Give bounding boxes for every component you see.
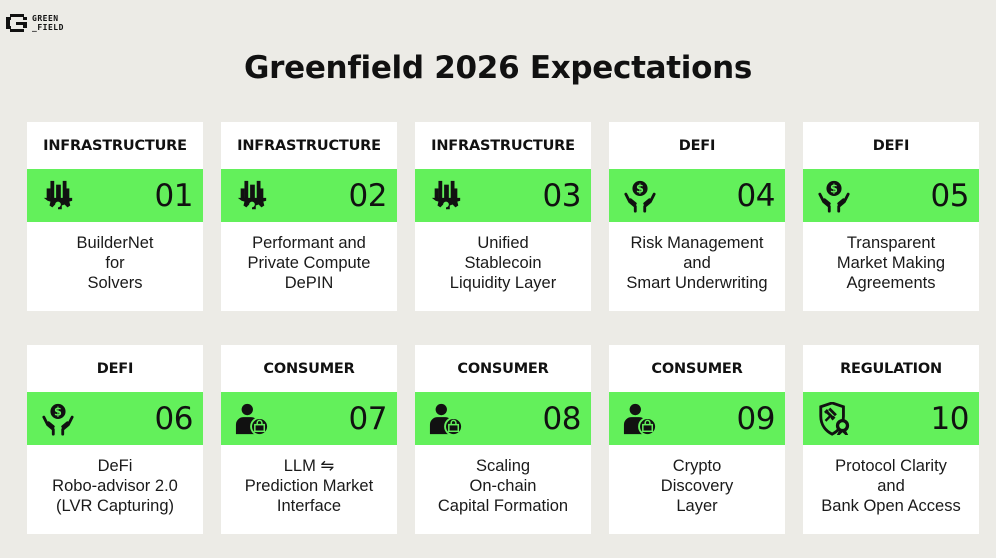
card-number: 08 <box>542 400 582 437</box>
card-description: Crypto Discovery Layer <box>609 445 785 534</box>
factory-gear-icon <box>41 179 75 213</box>
dollar-hands-icon <box>623 179 657 213</box>
card-description: Performant and Private Compute DePIN <box>221 222 397 311</box>
expectation-card: DEFI 04 Risk Management and Smart Underwriti… <box>609 122 785 311</box>
card-number: 05 <box>930 177 970 214</box>
logo-wordmark: GREEN _FIELD <box>32 14 64 32</box>
card-description-line: Interface <box>276 496 342 515</box>
card-description-line: Scaling <box>475 456 531 475</box>
card-number-band: 01 <box>27 169 203 222</box>
card-number: 09 <box>736 400 776 437</box>
card-description: Protocol Clarity and Bank Open Access <box>803 445 979 534</box>
card-number-band: 04 <box>609 169 785 222</box>
card-number-band: 03 <box>415 169 591 222</box>
expectation-card: INFRASTRUCTURE 03 Unified Stablecoin Liquidi… <box>415 122 591 311</box>
card-category: DEFI <box>872 137 910 154</box>
card-description: Transparent Market Making Agreements <box>803 222 979 311</box>
dollar-hands-icon <box>817 179 851 213</box>
expectation-card: INFRASTRUCTURE 01 BuilderNet for Solvers <box>27 122 203 311</box>
shield-gavel-icon <box>817 402 851 436</box>
card-category: INFRASTRUCTURE <box>431 137 575 154</box>
card-description-line: Bank Open Access <box>821 496 961 515</box>
card-number: 02 <box>348 177 388 214</box>
expectation-card: INFRASTRUCTURE 02 Performant and Private Co… <box>221 122 397 311</box>
card-description-line: Liquidity Layer <box>449 273 557 292</box>
card-number: 07 <box>348 400 388 437</box>
card-number-band: 09 <box>609 392 785 445</box>
card-description: DeFi Robo-advisor 2.0 (LVR Capturing) <box>27 445 203 534</box>
expectation-card: REGULATION 10 Protocol Clarity and Bank Open… <box>803 345 979 534</box>
greenfield-logo: GREEN _FIELD <box>6 14 64 32</box>
card-description-line: Crypto <box>672 456 722 475</box>
card-description-line: Stablecoin <box>464 253 542 272</box>
card-number: 06 <box>154 400 194 437</box>
card-category: REGULATION <box>840 360 942 377</box>
expectation-card: CONSUMER 08 Scaling On-chain Capital Formati… <box>415 345 591 534</box>
card-description: Risk Management and Smart Underwriting <box>609 222 785 311</box>
card-description-line: Unified <box>477 233 529 252</box>
card-category: DEFI <box>678 137 716 154</box>
card-category: INFRASTRUCTURE <box>237 137 381 154</box>
card-description: Scaling On-chain Capital Formation <box>415 445 591 534</box>
card-number-band: 02 <box>221 169 397 222</box>
card-description: BuilderNet for Solvers <box>27 222 203 311</box>
card-description-line: Risk Management <box>630 233 764 252</box>
logo-line-2: _FIELD <box>32 23 64 32</box>
card-category: DEFI <box>96 360 134 377</box>
card-description-line: Market Making <box>836 253 946 272</box>
card-description-line: Protocol Clarity <box>835 456 947 475</box>
card-description-line: Capital Formation <box>437 496 569 515</box>
card-description: LLM ⇋ Prediction Market Interface <box>221 445 397 534</box>
factory-gear-icon <box>429 179 463 213</box>
card-category: INFRASTRUCTURE <box>43 137 187 154</box>
card-number-band: 08 <box>415 392 591 445</box>
logo-line-1: GREEN <box>32 14 59 23</box>
card-description-line: (LVR Capturing) <box>56 496 174 515</box>
card-number: 03 <box>542 177 582 214</box>
expectation-card: CONSUMER 09 Crypto Discovery Layer <box>609 345 785 534</box>
expectations-grid: INFRASTRUCTURE 01 BuilderNet for Solvers INFR… <box>27 122 979 534</box>
card-description-line: Robo-advisor 2.0 <box>52 476 178 495</box>
card-description-line: Layer <box>676 496 718 515</box>
dollar-hands-icon <box>41 402 75 436</box>
factory-gear-icon <box>235 179 269 213</box>
card-number-band: 05 <box>803 169 979 222</box>
card-description-line: DeFi <box>97 456 133 475</box>
user-shopping-icon <box>429 402 463 436</box>
greenfield-logo-icon <box>6 14 27 32</box>
expectation-card: DEFI 06 DeFi Robo-advisor 2.0 (LVR Capturing… <box>27 345 203 534</box>
user-shopping-icon <box>623 402 657 436</box>
card-description-line: Smart Underwriting <box>626 273 768 292</box>
card-description-line: BuilderNet <box>76 233 154 252</box>
card-number: 04 <box>736 177 776 214</box>
card-number-band: 06 <box>27 392 203 445</box>
card-description-line: Private Compute <box>247 253 371 272</box>
card-number: 10 <box>930 400 970 437</box>
card-category: CONSUMER <box>651 360 743 377</box>
card-category: CONSUMER <box>263 360 355 377</box>
card-number-band: 07 <box>221 392 397 445</box>
card-description-line: Solvers <box>87 273 143 292</box>
card-description-line: Agreements <box>846 273 936 292</box>
card-number-band: 10 <box>803 392 979 445</box>
page-title: Greenfield 2026 Expectations <box>243 50 753 86</box>
user-shopping-icon <box>235 402 269 436</box>
card-description-line: and <box>683 253 711 272</box>
card-description-line: LLM ⇋ <box>283 456 335 475</box>
expectation-card: CONSUMER 07 LLM ⇋ Prediction Market Interfac… <box>221 345 397 534</box>
card-description-line: and <box>877 476 905 495</box>
card-description-line: Discovery <box>660 476 734 495</box>
card-description-line: Performant and <box>252 233 366 252</box>
card-description: Unified Stablecoin Liquidity Layer <box>415 222 591 311</box>
card-description-line: DePIN <box>284 273 334 292</box>
card-description-line: Transparent <box>846 233 936 252</box>
card-description-line: Prediction Market <box>244 476 374 495</box>
expectation-card: DEFI 05 Transparent Market Making Agreements <box>803 122 979 311</box>
card-description-line: for <box>105 253 125 272</box>
card-description-line: On-chain <box>469 476 537 495</box>
card-number: 01 <box>154 177 194 214</box>
card-category: CONSUMER <box>457 360 549 377</box>
